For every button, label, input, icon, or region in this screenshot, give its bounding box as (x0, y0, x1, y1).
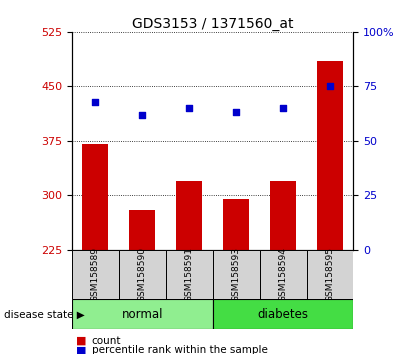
Point (280, 105, 286, 111)
Bar (83, 144, 108, 250)
Text: GSM158594: GSM158594 (279, 247, 288, 302)
Point (233, 110, 240, 115)
Text: GSM158590: GSM158590 (138, 247, 147, 302)
Point (327, 84, 333, 89)
Bar (270, 181, 296, 250)
Title: GDS3153 / 1371560_at: GDS3153 / 1371560_at (132, 17, 293, 31)
Text: ■: ■ (76, 336, 87, 346)
Bar (72, 299, 213, 329)
Text: GSM158595: GSM158595 (326, 247, 335, 302)
Text: GSM158591: GSM158591 (185, 247, 194, 302)
Bar (176, 181, 202, 250)
Point (186, 105, 192, 111)
Bar (307, 250, 353, 299)
Bar (317, 61, 343, 250)
Text: normal: normal (122, 308, 163, 321)
Bar (129, 210, 155, 250)
Text: percentile rank within the sample: percentile rank within the sample (92, 346, 268, 354)
Point (139, 112, 145, 118)
Point (92, 99, 99, 104)
Bar (119, 250, 166, 299)
Bar (213, 299, 353, 329)
Text: ■: ■ (76, 346, 87, 354)
Bar (223, 199, 249, 250)
Text: GSM158593: GSM158593 (232, 247, 241, 302)
Bar (166, 250, 213, 299)
Bar (72, 250, 119, 299)
Text: GSM158589: GSM158589 (91, 247, 100, 302)
Text: disease state ▶: disease state ▶ (4, 309, 85, 319)
Bar (260, 250, 307, 299)
Text: count: count (92, 336, 121, 346)
Text: diabetes: diabetes (258, 308, 309, 321)
Bar (213, 250, 260, 299)
